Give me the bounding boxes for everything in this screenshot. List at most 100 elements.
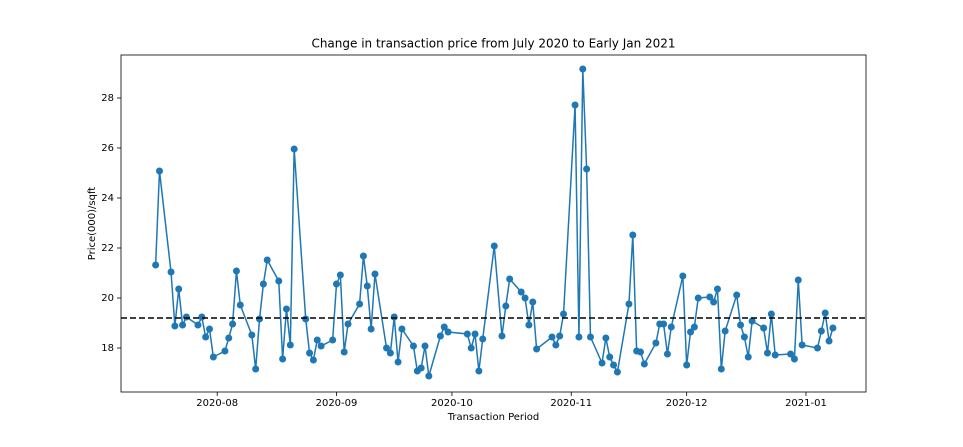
data-point <box>740 333 748 341</box>
data-point <box>236 301 244 309</box>
y-tick-label: 26 <box>101 143 114 154</box>
data-point <box>467 344 475 352</box>
data-point <box>436 332 444 340</box>
data-point <box>275 277 283 285</box>
data-point <box>794 276 802 284</box>
data-point <box>817 327 825 335</box>
y-tick-label: 22 <box>101 243 114 254</box>
data-point <box>583 165 591 173</box>
x-tick-label: 2020-09 <box>316 398 358 409</box>
data-point <box>556 332 564 340</box>
data-point <box>209 353 217 361</box>
data-point <box>479 335 487 343</box>
data-point <box>282 305 290 313</box>
data-point <box>221 347 229 355</box>
plot-frame <box>120 54 867 393</box>
data-point <box>317 342 325 350</box>
x-axis-label: Transaction Period <box>447 412 540 423</box>
data-point <box>560 310 568 318</box>
data-point <box>498 332 506 340</box>
data-point <box>710 298 718 306</box>
data-point <box>748 317 756 325</box>
x-tick-label: 2020-12 <box>666 398 708 409</box>
y-tick-label: 20 <box>101 293 114 304</box>
data-point <box>821 309 829 317</box>
data-point <box>640 360 648 368</box>
x-tick-label: 2020-10 <box>431 398 473 409</box>
data-point <box>340 348 348 356</box>
data-point <box>313 336 321 344</box>
data-point <box>763 349 771 357</box>
data-point <box>521 294 529 302</box>
data-point <box>606 353 614 361</box>
y-tick-label: 18 <box>101 343 114 354</box>
x-tick-label: 2020-11 <box>550 398 592 409</box>
chart-title: Change in transaction price from July 20… <box>311 37 675 51</box>
data-point <box>660 320 668 328</box>
data-point <box>167 268 175 276</box>
data-point <box>625 300 633 308</box>
data-point <box>263 256 271 264</box>
data-point <box>629 231 637 239</box>
data-point <box>367 325 375 333</box>
data-point <box>356 300 364 308</box>
data-point <box>306 349 314 357</box>
data-point <box>463 330 471 338</box>
data-point <box>336 271 344 279</box>
data-point <box>359 252 367 260</box>
data-point <box>490 242 498 250</box>
data-point <box>417 364 425 372</box>
data-point <box>760 324 768 332</box>
data-point <box>737 321 745 329</box>
data-point <box>767 310 775 318</box>
data-point <box>552 341 560 349</box>
data-point <box>394 358 402 366</box>
data-point <box>694 294 702 302</box>
data-point <box>171 322 179 330</box>
data-point <box>687 328 695 336</box>
data-point <box>575 333 583 341</box>
data-point <box>787 350 795 358</box>
data-point <box>152 261 160 269</box>
data-point <box>232 267 240 275</box>
data-point <box>652 339 660 347</box>
data-point <box>182 313 190 321</box>
data-point <box>248 331 256 339</box>
data-point <box>344 320 352 328</box>
y-tick-label: 28 <box>101 93 114 104</box>
data-point <box>279 355 287 363</box>
data-point <box>409 342 417 350</box>
y-axis-label: Price(000)/sqft <box>87 187 98 261</box>
data-point <box>332 280 340 288</box>
data-point <box>425 372 433 380</box>
data-point <box>667 323 675 331</box>
data-point <box>790 355 798 363</box>
data-point <box>825 337 833 345</box>
data-point <box>286 341 294 349</box>
data-point <box>256 315 264 323</box>
data-point <box>690 323 698 331</box>
data-point <box>706 293 714 301</box>
data-point <box>713 285 721 293</box>
data-point <box>798 341 806 349</box>
data-point <box>302 315 310 323</box>
x-tick-label: 2020-08 <box>196 398 238 409</box>
data-point <box>175 285 183 293</box>
data-point <box>517 288 525 296</box>
data-point <box>744 353 752 361</box>
data-point <box>475 367 483 375</box>
data-point <box>194 321 202 329</box>
data-point <box>529 298 537 306</box>
data-point <box>229 320 237 328</box>
data-point <box>525 321 533 329</box>
data-point <box>598 359 606 367</box>
data-point <box>586 333 594 341</box>
data-point <box>363 282 371 290</box>
data-point <box>198 313 206 321</box>
data-point <box>683 361 691 369</box>
data-point <box>610 361 618 369</box>
data-point <box>329 336 337 344</box>
data-point <box>371 270 379 278</box>
